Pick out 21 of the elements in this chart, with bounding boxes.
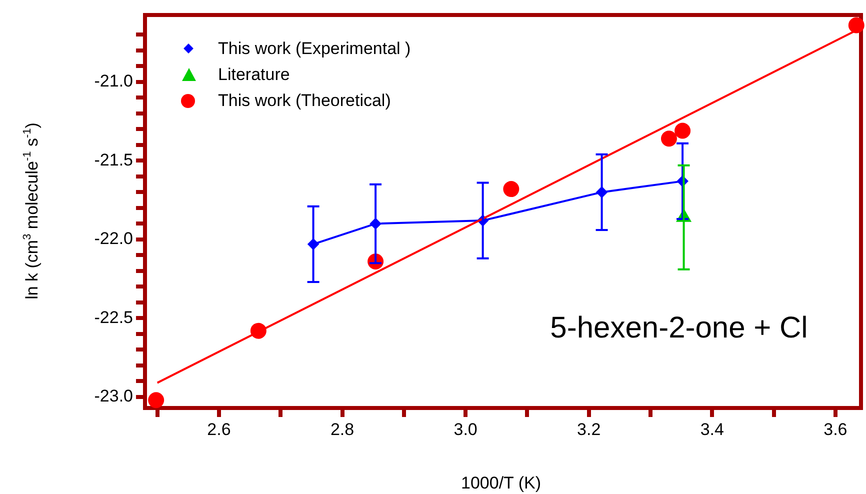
y-tick-label: -21.0 [94, 72, 133, 91]
point [660, 130, 677, 147]
x-tick-label: 3.2 [577, 420, 601, 439]
y-tick-label: -21.5 [94, 150, 133, 170]
x-tick-label: 3.4 [700, 420, 724, 439]
x-tick-label: 3.6 [824, 420, 848, 439]
y-tick-label: -22.0 [94, 229, 133, 248]
point [148, 392, 164, 408]
y-tick-label: -22.5 [94, 308, 133, 327]
legend-label: This work (Experimental ) [218, 39, 411, 59]
x-tick-label: 3.0 [454, 420, 478, 439]
x-tick-label: 2.8 [330, 420, 354, 439]
point [674, 122, 691, 139]
point [848, 17, 864, 34]
annotation: 5-hexen-2-one + Cl [550, 311, 808, 344]
y-tick-label: -23.0 [94, 386, 133, 406]
x-tick-label: 2.6 [207, 420, 231, 439]
legend-label: This work (Theoretical) [218, 91, 391, 111]
point [503, 181, 520, 198]
legend-label: Literature [218, 65, 290, 85]
x-axis-title: 1000/T (K) [460, 473, 542, 492]
